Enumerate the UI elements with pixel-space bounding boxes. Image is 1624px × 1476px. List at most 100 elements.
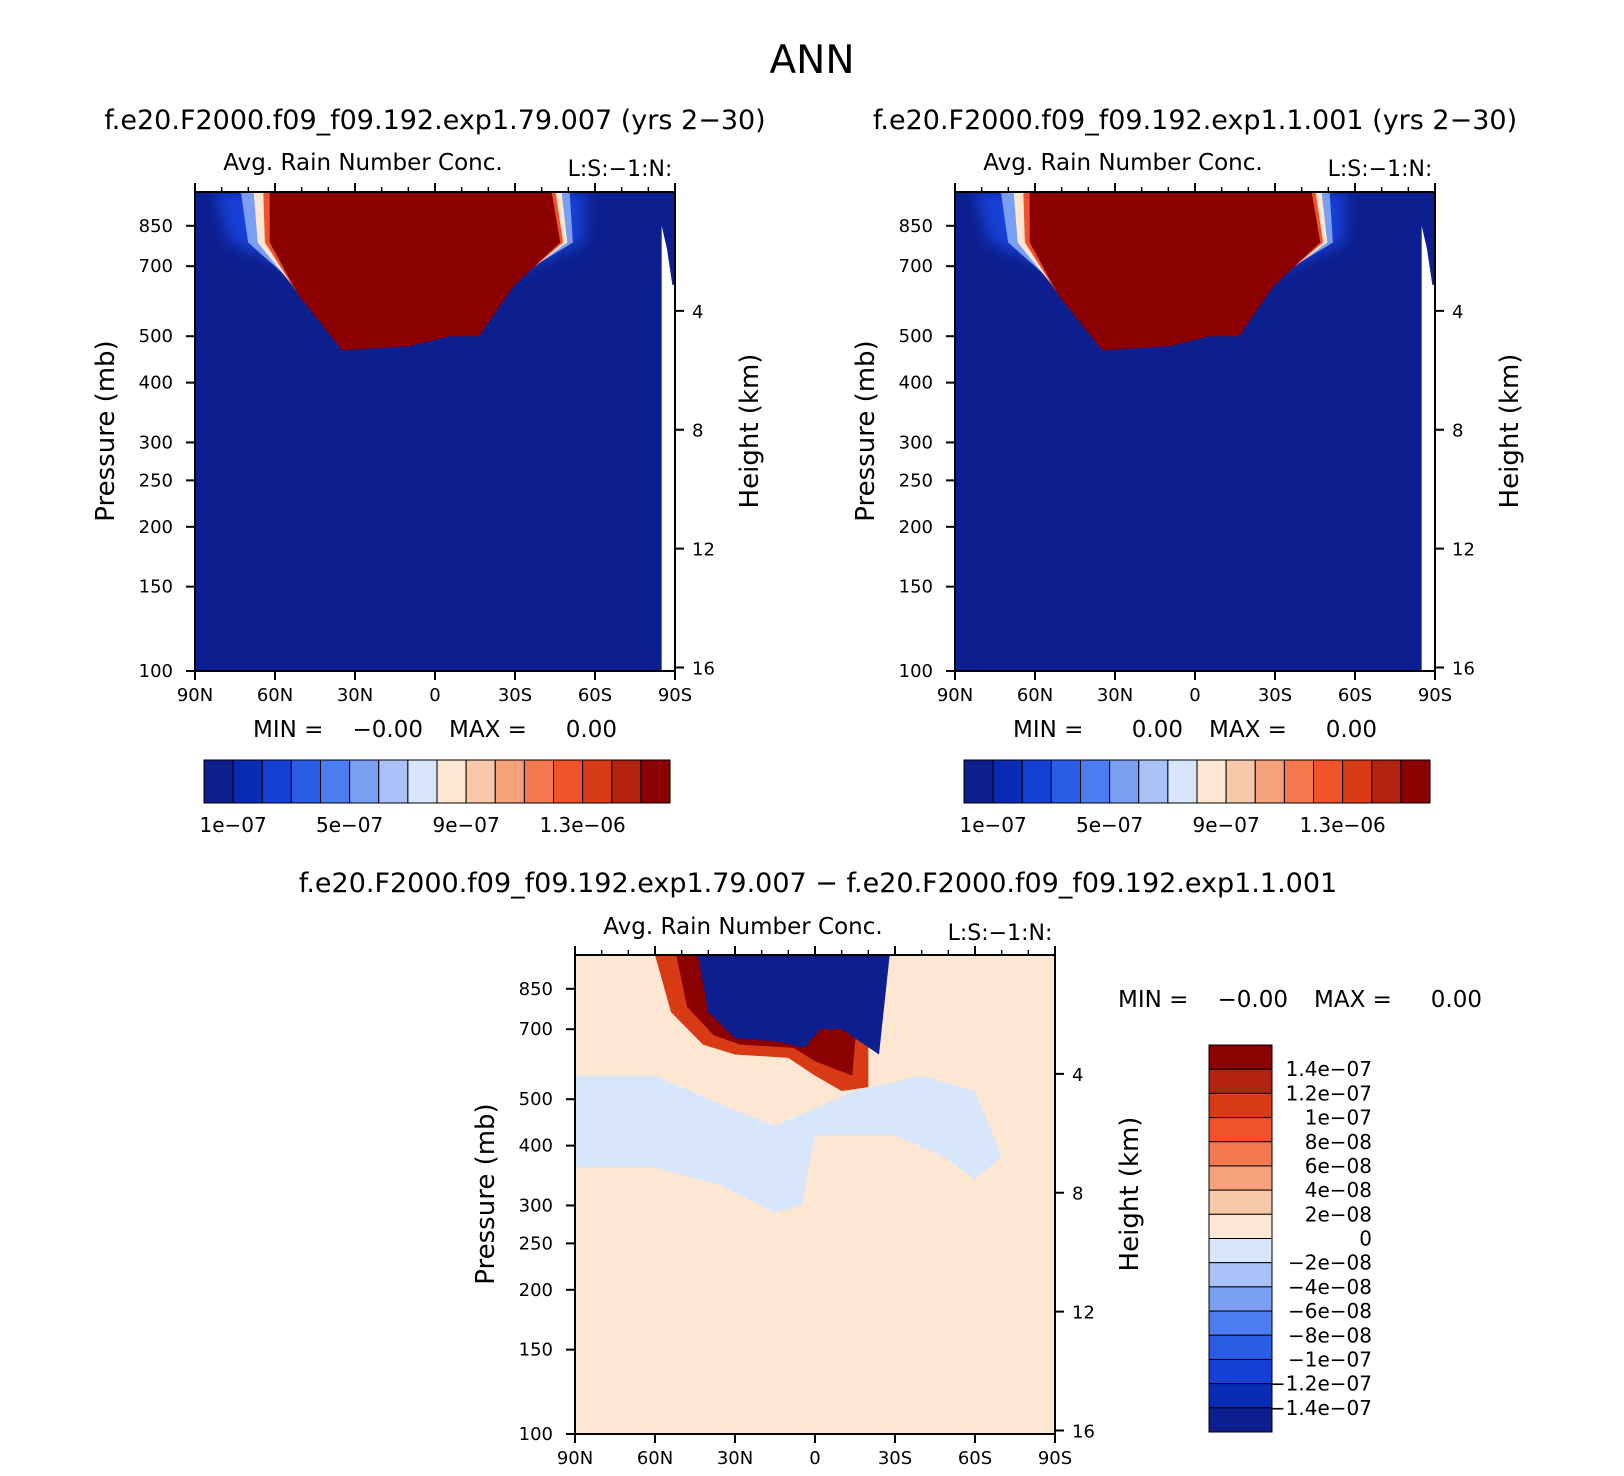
y-tick-label: 700	[899, 256, 933, 277]
panel-3-colorbar: 1.4e−071.2e−071e−078e−086e−084e−082e−080…	[1208, 1044, 1372, 1433]
figure-title: ANN	[769, 38, 854, 83]
colorbar-swatch	[1021, 759, 1052, 804]
missing-data	[1421, 225, 1435, 671]
colorbar-swatch	[1208, 1238, 1273, 1264]
x-tick-label: 0	[809, 1448, 820, 1469]
y2-tick-label: 8	[1072, 1184, 1083, 1205]
y-tick-label: 850	[139, 216, 173, 237]
panel-2-case-title: f.e20.F2000.f09_f09.192.exp1.1.001 (yrs …	[873, 105, 1517, 136]
x-tick-label: 30N	[1097, 685, 1133, 706]
colorbar-label: 5e−07	[316, 813, 383, 837]
x-tick-label: 60N	[257, 685, 293, 706]
rain-mass-core	[269, 192, 561, 351]
y-tick-label: 150	[899, 577, 933, 598]
x-tick-label: 30S	[878, 1448, 912, 1469]
colorbar-label: 0	[1359, 1227, 1372, 1251]
x-tick-label: 30S	[498, 685, 532, 706]
colorbar-swatch	[582, 759, 613, 804]
x-tick-label: 30S	[1258, 685, 1292, 706]
colorbar-swatch	[1208, 1383, 1273, 1409]
colorbar-swatch	[1283, 759, 1314, 804]
panel-3: f.e20.F2000.f09_f09.192.exp1.79.007 − f.…	[299, 868, 1482, 1469]
panel-1-max-label: MAX =	[449, 717, 527, 743]
colorbar-swatch	[407, 759, 438, 804]
y-tick-label: 400	[519, 1136, 553, 1157]
y-tick-label: 100	[519, 1424, 553, 1445]
colorbar-label: 1e−07	[200, 813, 267, 837]
colorbar-swatch	[611, 759, 642, 804]
y-tick-label: 850	[899, 216, 933, 237]
colorbar-label: 4e−08	[1305, 1178, 1372, 1202]
colorbar-swatch	[320, 759, 351, 804]
panel-1-min-value: −0.00	[353, 717, 423, 743]
panel-1-y-axis-label: Pressure (mb)	[91, 340, 121, 521]
colorbar-swatch	[1138, 759, 1169, 804]
colorbar-label: 1e−07	[960, 813, 1027, 837]
panel-3-corner-label: L:S:−1:N:	[948, 921, 1053, 946]
colorbar-label: 1.3e−06	[1299, 813, 1385, 837]
colorbar-swatch	[1208, 1044, 1273, 1070]
y-tick-label: 150	[139, 577, 173, 598]
panel-3-max-value: 0.00	[1431, 987, 1482, 1013]
panel-2-y-axis-label: Pressure (mb)	[851, 340, 881, 521]
y-tick-label: 100	[139, 661, 173, 682]
colorbar-swatch	[1109, 759, 1140, 804]
panel-2-min-label: MIN =	[1013, 717, 1083, 743]
y2-tick-label: 8	[692, 421, 703, 442]
y2-tick-label: 12	[692, 540, 715, 561]
y2-tick-label: 12	[1072, 1303, 1095, 1324]
colorbar-swatch	[465, 759, 496, 804]
x-tick-label: 60N	[1017, 685, 1053, 706]
panel-1-plot	[195, 192, 675, 671]
colorbar-swatch	[1342, 759, 1373, 804]
colorbar-label: 9e−07	[433, 813, 500, 837]
colorbar-swatch	[1167, 759, 1198, 804]
colorbar-swatch	[1050, 759, 1081, 804]
panel-1-colorbar: 1e−07 5e−07 9e−07 1.3e−06	[200, 759, 671, 837]
colorbar-swatch	[1080, 759, 1111, 804]
panel-2-max-value: 0.00	[1326, 717, 1377, 743]
y-tick-label: 850	[519, 979, 553, 1000]
colorbar-label: −4e−08	[1288, 1275, 1372, 1299]
y-tick-label: 700	[519, 1019, 553, 1040]
panel-3-case-title: f.e20.F2000.f09_f09.192.exp1.79.007 − f.…	[299, 868, 1337, 899]
colorbar-label: −1e−07	[1288, 1347, 1372, 1371]
colorbar-swatch	[1208, 1262, 1273, 1288]
colorbar-swatch	[1196, 759, 1227, 804]
colorbar-label: 2e−08	[1305, 1202, 1372, 1226]
colorbar-swatch	[1208, 1358, 1273, 1385]
panel-2-max-label: MAX =	[1209, 717, 1287, 743]
panel-1: f.e20.F2000.f09_f09.192.exp1.79.007 (yrs…	[91, 105, 766, 837]
colorbar-swatch	[261, 759, 292, 804]
colorbar-swatch	[1208, 1189, 1273, 1215]
x-tick-label: 90S	[1418, 685, 1452, 706]
panel-2-plot	[955, 192, 1435, 671]
y2-tick-label: 12	[1452, 540, 1475, 561]
y-tick-label: 300	[899, 432, 933, 453]
colorbar-label: 8e−08	[1305, 1130, 1372, 1154]
panel-2: f.e20.F2000.f09_f09.192.exp1.1.001 (yrs …	[851, 105, 1525, 837]
colorbar-swatch	[1208, 1213, 1273, 1239]
y2-tick-label: 4	[692, 302, 703, 323]
y2-tick-label: 16	[1452, 658, 1475, 679]
colorbar-swatch	[963, 759, 994, 804]
colorbar-swatch	[1208, 1407, 1273, 1433]
x-tick-label: 60S	[578, 685, 612, 706]
colorbar-label: 1.2e−07	[1286, 1081, 1372, 1105]
y-tick-label: 100	[899, 661, 933, 682]
colorbar-swatch	[232, 759, 263, 804]
y-tick-label: 500	[519, 1089, 553, 1110]
colorbar-swatch	[553, 759, 584, 804]
y-tick-label: 200	[139, 517, 173, 538]
x-tick-label: 60S	[958, 1448, 992, 1469]
panel-2-variable-title: Avg. Rain Number Conc.	[983, 150, 1262, 176]
colorbar-swatch	[1254, 759, 1285, 804]
colorbar-label: 9e−07	[1193, 813, 1260, 837]
y-tick-label: 300	[519, 1195, 553, 1216]
y2-tick-label: 4	[1072, 1065, 1083, 1086]
colorbar-label: 1.3e−06	[539, 813, 625, 837]
colorbar-swatch	[640, 759, 671, 804]
panel-3-axes: 90N 60N 30N 0 30S 60S 90S 100 150 200 250 300 400 500…	[519, 946, 1095, 1469]
panel-3-y-axis-label: Pressure (mb)	[471, 1103, 501, 1284]
